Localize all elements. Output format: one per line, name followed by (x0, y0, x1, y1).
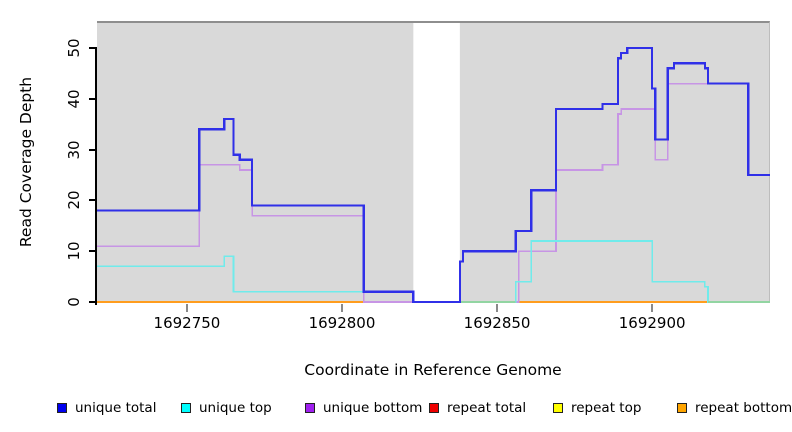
series-line-unique-bottom (97, 82, 770, 303)
plot-lines-svg (97, 23, 770, 303)
y-tick (89, 97, 96, 100)
y-tick-label: 10 (65, 241, 83, 261)
x-tick-label: 1692850 (463, 314, 531, 332)
legend-swatch-icon (429, 403, 439, 413)
x-axis-title: Coordinate in Reference Genome (304, 361, 562, 379)
legend-label: repeat top (571, 400, 642, 416)
x-tick-label: 1692900 (618, 314, 686, 332)
y-tick (89, 199, 96, 202)
x-tick (496, 304, 499, 312)
y-tick-label: 50 (65, 38, 83, 58)
x-tick-label: 1692800 (308, 314, 376, 332)
legend-label: repeat total (447, 400, 527, 416)
legend-swatch-icon (553, 403, 563, 413)
legend-label: unique bottom (323, 400, 423, 416)
legend-item-unique-top: unique top (181, 400, 272, 416)
y-axis-title: Read Coverage Depth (17, 76, 35, 248)
series-line-unique-top (97, 240, 770, 303)
y-tick-label: 0 (65, 297, 83, 307)
legend-swatch-icon (181, 403, 191, 413)
legend-swatch-icon (57, 403, 67, 413)
series-line-unique-total (97, 46, 770, 303)
y-tick (89, 148, 96, 151)
y-tick (89, 250, 96, 253)
legend-item-unique-bottom: unique bottom (305, 400, 422, 416)
legend-item-unique-total: unique total (57, 400, 156, 416)
no-data-gap-band (413, 23, 460, 303)
y-axis-line (95, 47, 97, 305)
legend-swatch-icon (677, 403, 687, 413)
x-tick-label: 1692750 (153, 314, 221, 332)
y-tick (89, 301, 96, 303)
x-tick (651, 304, 654, 312)
legend-item-repeat-total: repeat total (429, 400, 526, 416)
legend-swatch-icon (305, 403, 315, 413)
y-tick (89, 47, 96, 49)
x-tick (341, 304, 343, 312)
legend-label: repeat bottom (695, 400, 792, 416)
legend: unique total unique top unique bottom repea… (0, 400, 792, 420)
legend-label: unique top (199, 400, 272, 416)
legend-item-repeat-top: repeat top (553, 400, 641, 416)
x-tick (185, 304, 188, 312)
legend-item-repeat-bottom: repeat bottom (677, 400, 792, 416)
legend-label: unique total (75, 400, 157, 416)
